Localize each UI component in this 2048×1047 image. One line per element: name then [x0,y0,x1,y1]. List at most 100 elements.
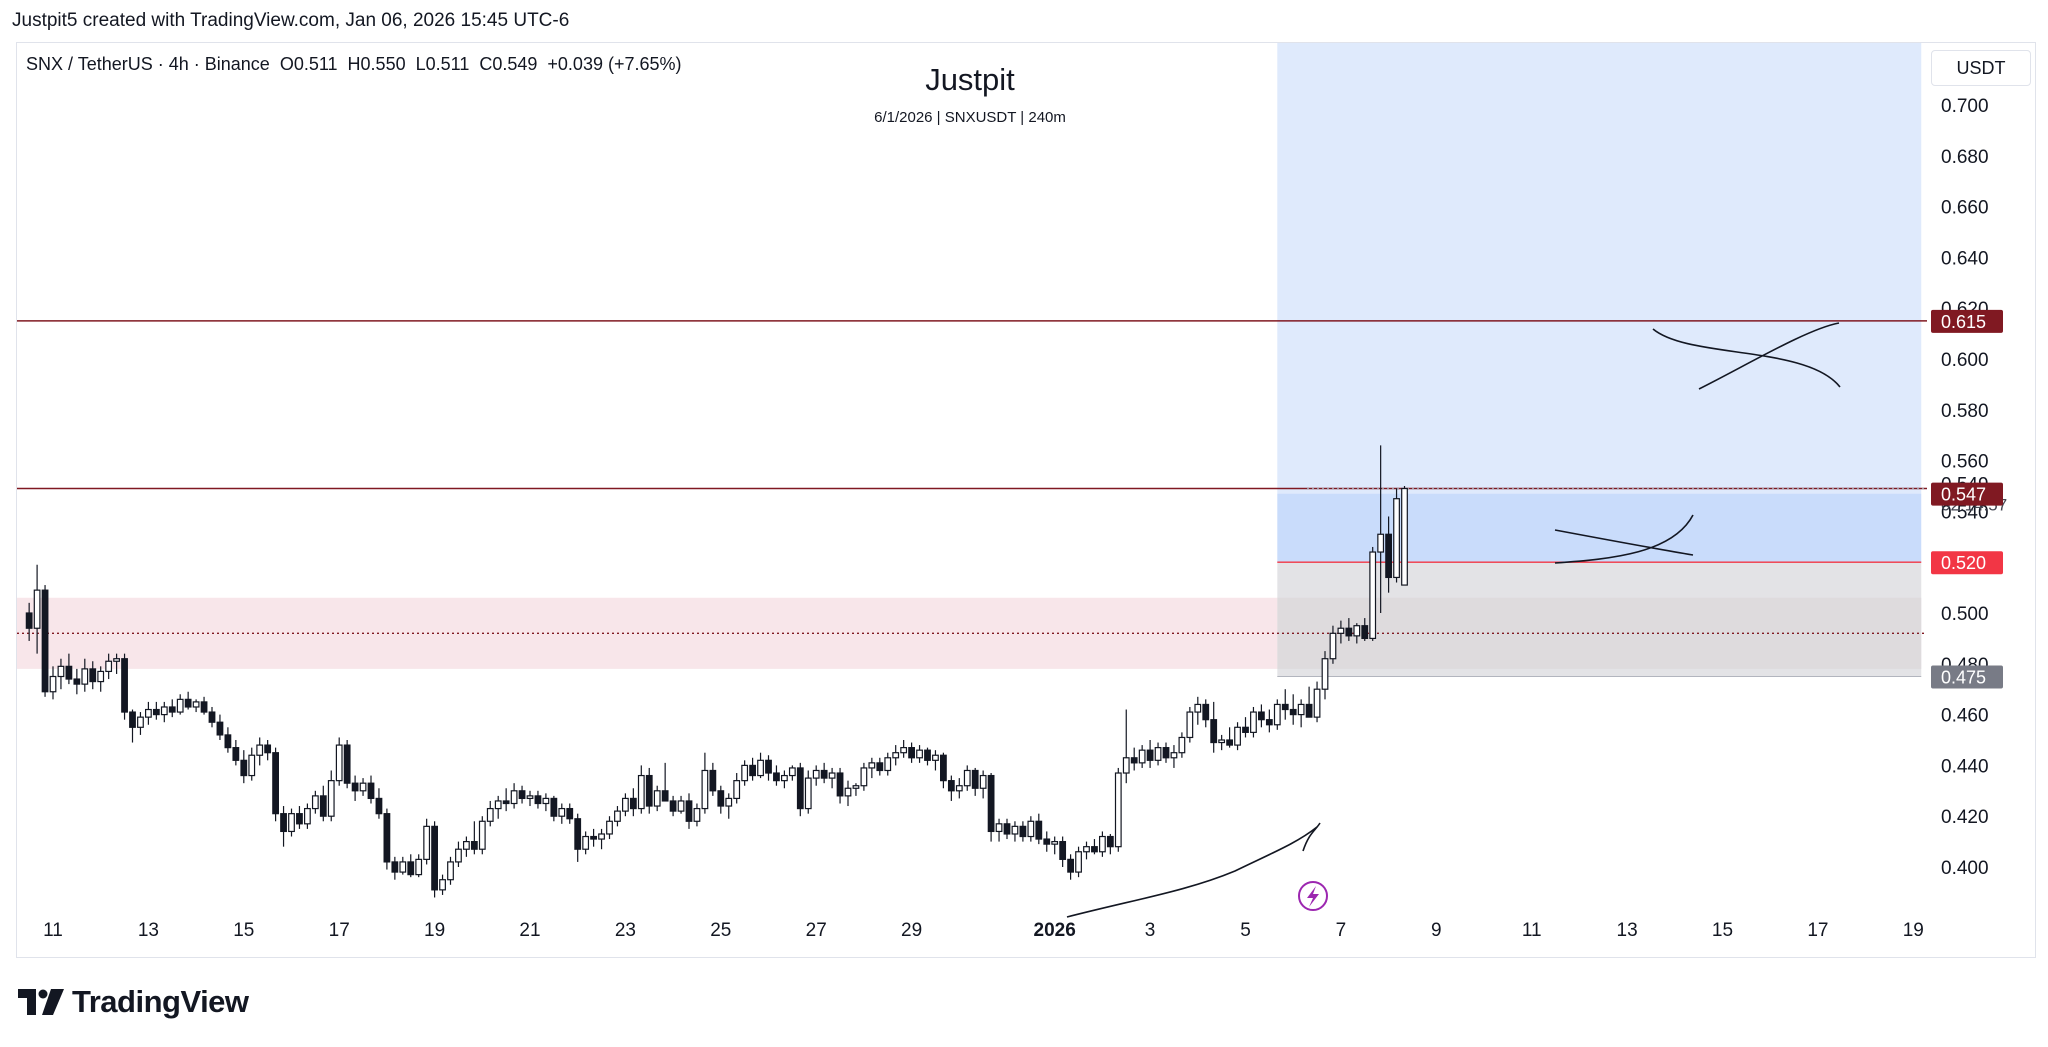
drawn-cross-stroke-3 [1554,529,1694,556]
candle-body [1059,840,1067,860]
candle-body [359,782,367,792]
candle-71 [590,828,597,847]
x-tick-label-13: 7 [1336,920,1347,941]
price-label-box [1931,482,2003,506]
candle-103 [844,780,852,807]
candle-body [1202,703,1210,721]
candle-126 [1027,816,1035,842]
chart-frame[interactable]: 0.4000.4200.4400.4600.4800.5000.5200.540… [16,42,2036,958]
candle-27 [240,750,248,784]
candle-body [280,813,287,833]
candle-157 [1273,699,1281,730]
y-tick-label-7: 0.540 [1941,502,1989,523]
candle-body [1369,551,1377,640]
candle-body [447,861,454,881]
candle-body [1075,851,1082,873]
candle-168 [1361,618,1369,641]
watermark-title: Justpit [925,62,1015,97]
candle-75 [621,793,629,817]
x-tick-label-4: 19 [424,920,445,941]
x-tick-label-5: 21 [519,920,540,941]
candle-156 [1265,709,1273,733]
candle-42 [359,778,367,796]
candle-body [900,747,908,754]
x-tick-label-2: 15 [233,920,254,941]
candle-body [820,769,828,779]
candle-52 [439,874,446,895]
candle-body [1170,752,1178,759]
candle-body [534,795,542,805]
candle-body [1091,846,1098,853]
candle-body [232,747,240,761]
candle-70 [582,831,590,855]
candle-29 [256,737,264,766]
candle-45 [383,808,391,870]
candle-body [955,785,963,792]
candle-44 [375,788,383,819]
candle-7 [81,658,89,692]
candle-38 [327,770,335,822]
candle-body [1234,726,1241,746]
candle-body [1146,749,1154,761]
candle-2 [41,585,49,697]
candle-body [1051,840,1059,845]
candle-body [463,840,470,850]
candle-130 [1059,836,1067,867]
x-tick-label-0: 11 [43,920,63,941]
candle-66 [550,795,558,822]
candle-body [1329,632,1337,660]
x-tick-label-17: 15 [1712,920,1733,941]
y-tick-label-0: 0.400 [1941,858,1989,879]
candle-body [1361,625,1369,640]
candle-body [653,790,661,807]
candle-body [733,780,741,800]
candle-body [510,790,518,805]
currency-button[interactable]: USDT [1931,50,2031,86]
candle-69 [574,813,582,862]
y-tick-label-8: 0.560 [1941,452,1989,473]
candle-40 [343,740,351,789]
candle-97 [796,762,804,817]
candle-13 [129,709,136,743]
event-lightning-icon [1298,881,1328,911]
legend-close: C0.549 [479,54,538,74]
candle-body [208,711,216,723]
candle-body [582,835,590,850]
candle-body [1106,835,1114,848]
legend-symbol[interactable]: SNX / TetherUS · 4h · Binance [26,54,270,74]
candle-body [1011,825,1019,835]
event-marker-bolt [1307,886,1319,907]
candle-32 [280,806,287,847]
candle-body [685,800,693,822]
x-tick-label-16: 13 [1617,920,1638,941]
price-label-0: 0.615 [1931,309,2003,333]
candle-body [550,797,558,817]
candlestick-chart[interactable]: 0.4000.4200.4400.4600.4800.5000.5200.540… [17,43,2035,957]
candle-21 [192,699,200,713]
x-tick-label-12: 5 [1240,920,1251,941]
candle-108 [884,752,892,776]
candle-119 [971,767,979,796]
candle-body [932,754,939,761]
candle-body [812,769,820,779]
candle-body [25,612,33,629]
candle-body [1242,726,1249,733]
candle-46 [391,856,399,880]
candle-body [113,658,121,662]
tradingview-logo[interactable]: TradingView [18,984,249,1019]
candle-body [590,835,597,840]
candle-125 [1019,821,1027,842]
candle-body [852,785,860,789]
candle-body [129,711,136,728]
candle-body [765,759,772,774]
candle-166 [1345,618,1353,641]
tradingview-logo-text: TradingView [72,984,249,1019]
candle-95 [780,770,788,789]
candle-37 [319,785,327,822]
candle-145 [1178,732,1186,758]
candle-body [399,861,407,873]
candle-body [1098,835,1106,853]
candle-161 [1305,686,1313,718]
candle-body [89,668,97,683]
candle-35 [304,803,311,829]
